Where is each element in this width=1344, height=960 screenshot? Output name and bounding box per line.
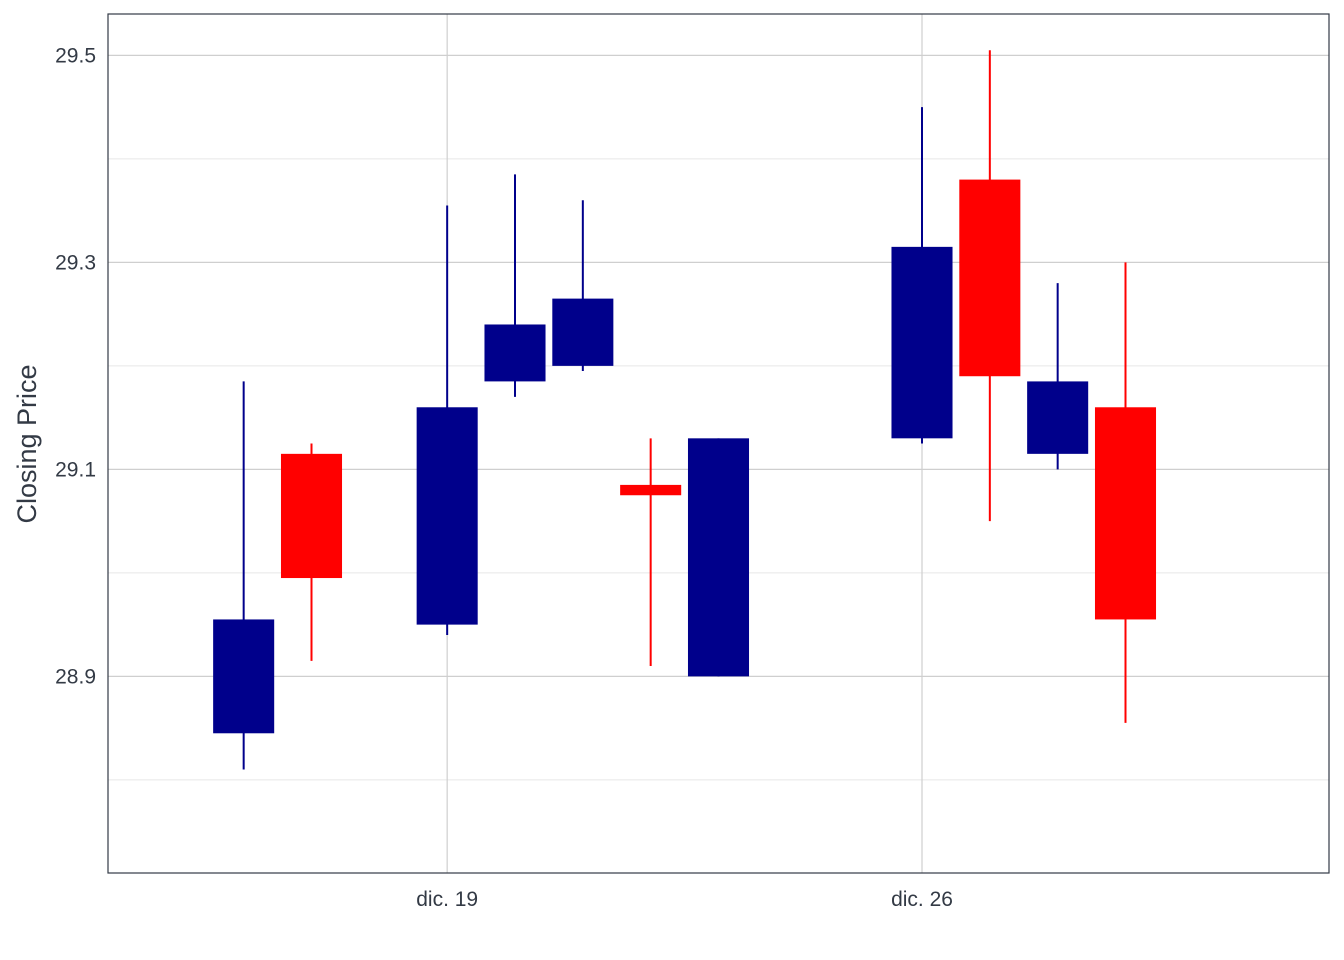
y-axis-title: Closing Price [12, 364, 42, 523]
y-tick-label: 29.3 [55, 251, 96, 274]
candle-body [687, 438, 750, 677]
candle [416, 205, 478, 635]
candle [687, 438, 750, 677]
x-tick-label: dic. 26 [891, 888, 953, 911]
candle-body [552, 298, 614, 366]
candle [280, 443, 343, 661]
candle [1027, 283, 1089, 470]
candle-body [213, 619, 275, 734]
candle-body [1027, 381, 1089, 454]
y-tick-label: 29.1 [55, 458, 96, 481]
candle [484, 174, 546, 397]
plot-border [107, 13, 1330, 874]
y-tick-label: 29.5 [55, 44, 96, 67]
candle-body [416, 407, 478, 625]
candle-body [959, 179, 1021, 377]
candle-body [1094, 407, 1157, 620]
candles [213, 50, 1157, 770]
tick-labels: 28.9 29.1 29.3 29.5 dic. 19 dic. 26 [55, 44, 953, 911]
candle [552, 200, 614, 372]
y-tick-label: 28.9 [55, 665, 96, 688]
x-tick-label: dic. 19 [416, 888, 478, 911]
candle-body [620, 484, 682, 496]
candle-body [280, 453, 343, 579]
candle [891, 107, 953, 444]
candle [620, 438, 682, 667]
candle [213, 381, 275, 770]
candle [959, 50, 1021, 522]
candle-body [891, 246, 953, 439]
candle [1094, 262, 1157, 723]
candle-body [484, 324, 546, 382]
